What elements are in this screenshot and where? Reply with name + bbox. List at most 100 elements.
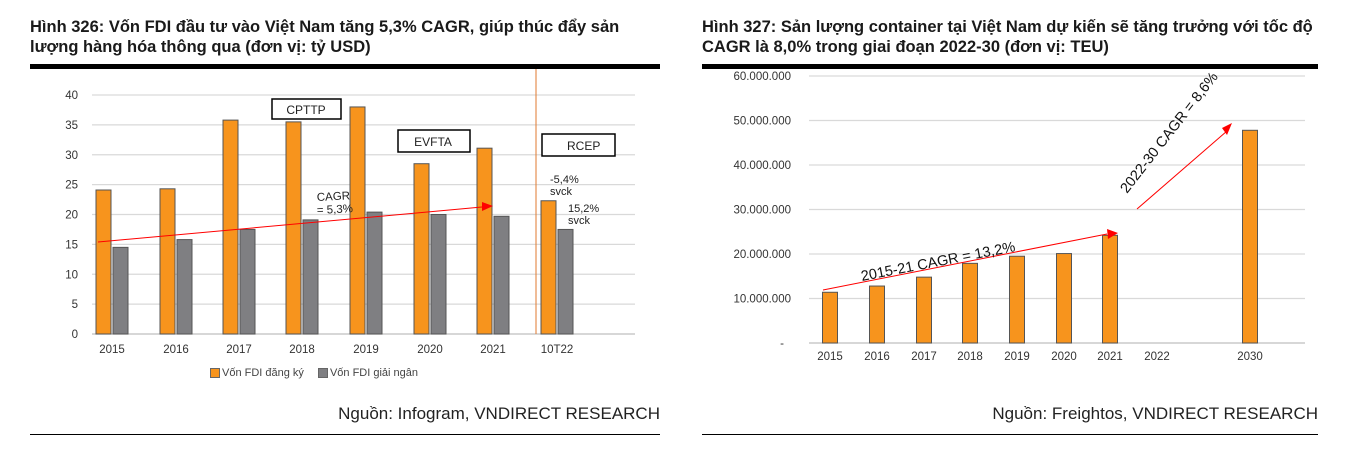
- bottom-rule: [702, 434, 1318, 435]
- chart-legend: Vốn FDI đăng ký Vốn FDI giải ngân: [210, 367, 418, 379]
- fdi-bar-chart: 0 5 10 15 20 25 30 35 40 2015 2016 2017 2018 2019 202…: [65, 69, 635, 356]
- y-tick-label: 10: [65, 269, 78, 281]
- registered-fdi-bar: [413, 163, 430, 335]
- registered-change-line1: -5,4%: [550, 174, 579, 186]
- y-tick-label: 30.000.000: [733, 205, 791, 217]
- y-tick-label: 60.000.000: [733, 71, 791, 83]
- registered-change-line2: svck: [550, 186, 573, 198]
- x-tick-label: 2018: [289, 344, 315, 356]
- cagr-2022-30-trend-line: [1136, 130, 1228, 210]
- cptpp-box: [271, 98, 342, 120]
- figure-327-title: Hình 327: Sản lượng container tại Việt N…: [702, 18, 1313, 56]
- cagr-2015-21-arrowhead: [1107, 229, 1118, 239]
- registered-fdi-bar: [285, 121, 302, 335]
- disbursed-fdi-bar: [493, 215, 510, 335]
- legend-item-disbursed: Vốn FDI giải ngân: [317, 367, 418, 379]
- x-tick-label: 2020: [417, 344, 443, 356]
- rcep-label: RCEP: [567, 139, 600, 153]
- y-tick-label: -: [780, 338, 784, 350]
- y-tick-label: 5: [72, 299, 78, 311]
- registered-fdi-bar: [540, 200, 557, 335]
- x-tick-label: 2020: [1051, 351, 1077, 363]
- container-volume-bar: [962, 262, 978, 344]
- container-volume-bar: [1102, 234, 1118, 344]
- x-tick-label: 2019: [1004, 351, 1030, 363]
- x-tick-label: 2017: [226, 344, 252, 356]
- disbursed-fdi-bar: [557, 228, 574, 335]
- x-tick-label: 2030: [1237, 351, 1263, 363]
- x-axis-ticks: 2015 2016 2017 2018 2019 2020 2021 2022 2030: [817, 351, 1263, 363]
- cagr-2022-30-label: 2022-30 CAGR = 8,6%: [1118, 69, 1222, 196]
- bars: [95, 106, 574, 335]
- title-rule: [702, 64, 1318, 69]
- gray-swatch-icon: [317, 368, 328, 378]
- registered-fdi-bar: [95, 189, 112, 335]
- disbursed-fdi-bar: [239, 228, 256, 335]
- disbursed-fdi-bar: [112, 246, 129, 335]
- container-volume-bar: [1009, 255, 1025, 344]
- rcep-box: [541, 133, 616, 157]
- title-rule: [30, 64, 660, 69]
- evfta-box: [397, 129, 471, 153]
- y-tick-label: 50.000.000: [733, 116, 791, 128]
- y-tick-label: 30: [65, 150, 78, 162]
- y-tick-label: 20.000.000: [733, 249, 791, 261]
- y-tick-label: 20: [65, 210, 78, 222]
- cagr-2015-21-label: 2015-21 CAGR = 13,2%: [860, 239, 1017, 285]
- figure-327-source: Nguồn: Freightos, VNDIRECT RESEARCH: [992, 404, 1318, 423]
- bars: [822, 129, 1258, 344]
- x-tick-label: 2018: [957, 351, 983, 363]
- legend-label: Vốn FDI đăng ký: [222, 367, 304, 379]
- container-volume-bar: [1242, 129, 1258, 344]
- x-tick-label: 2015: [817, 351, 843, 363]
- disbursed-change-line1: 15,2%: [568, 203, 599, 215]
- container-volume-bar: [916, 276, 932, 344]
- x-tick-label: 10T22: [541, 344, 574, 356]
- figure-327-panel: Hình 327: Sản lượng container tại Việt N…: [702, 0, 1342, 449]
- cagr-trend-arrowhead: [482, 202, 493, 211]
- registered-fdi-bar: [349, 106, 366, 335]
- legend-label: Vốn FDI giải ngân: [329, 367, 418, 379]
- y-tick-label: 40.000.000: [733, 160, 791, 172]
- registered-fdi-bar: [222, 119, 239, 335]
- cptpp-label: CPTTP: [286, 103, 325, 117]
- cagr-trend-line: [97, 206, 483, 243]
- x-tick-label: 2021: [480, 344, 506, 356]
- x-tick-label: 2022: [1144, 351, 1170, 363]
- container-volume-bar: [1056, 253, 1072, 344]
- container-volume-bar: [822, 291, 838, 344]
- y-tick-label: 40: [65, 90, 78, 102]
- y-tick-label: 35: [65, 120, 78, 132]
- x-axis-ticks: 2015 2016 2017 2018 2019 2020 2021 10T22: [99, 344, 573, 356]
- disbursed-change-line2: svck: [568, 215, 591, 227]
- legend-item-registered: Vốn FDI đăng ký: [210, 367, 304, 379]
- container-bar-chart: - 10.000.000 20.000.000 30.000.000 40.000.00…: [733, 69, 1305, 363]
- container-volume-bar: [869, 285, 885, 344]
- disbursed-fdi-bar: [176, 239, 193, 335]
- y-tick-label: 0: [72, 329, 78, 341]
- evfta-label: EVFTA: [414, 135, 452, 149]
- x-tick-label: 2016: [864, 351, 890, 363]
- x-tick-label: 2015: [99, 344, 125, 356]
- x-tick-label: 2021: [1097, 351, 1123, 363]
- y-axis-ticks: - 10.000.000 20.000.000 30.000.000 40.000.00…: [733, 71, 791, 350]
- cagr-label-line1: CAGR: [317, 190, 351, 204]
- y-tick-label: 25: [65, 180, 78, 192]
- x-tick-label: 2016: [163, 344, 189, 356]
- y-axis-ticks: 0 5 10 15 20 25 30 35 40: [65, 90, 78, 341]
- x-tick-label: 2019: [353, 344, 379, 356]
- disbursed-fdi-bar: [302, 219, 319, 335]
- cagr-2022-30-arrowhead: [1222, 123, 1232, 135]
- figure-326-source: Nguồn: Infogram, VNDIRECT RESEARCH: [338, 404, 660, 423]
- registered-fdi-bar: [159, 188, 176, 335]
- orange-swatch-icon: [210, 368, 220, 378]
- cagr-2015-21-trend-line: [822, 233, 1108, 291]
- x-tick-label: 2017: [911, 351, 937, 363]
- cagr-label-line2: = 5,3%: [317, 203, 354, 217]
- y-tick-label: 15: [65, 239, 78, 251]
- bottom-rule: [30, 434, 660, 435]
- registered-fdi-bar: [476, 147, 493, 335]
- disbursed-fdi-bar: [430, 214, 447, 335]
- disbursed-fdi-bar: [366, 211, 383, 335]
- figure-326-panel: Hình 326: Vốn FDI đầu tư vào Việt Nam tă…: [30, 0, 670, 449]
